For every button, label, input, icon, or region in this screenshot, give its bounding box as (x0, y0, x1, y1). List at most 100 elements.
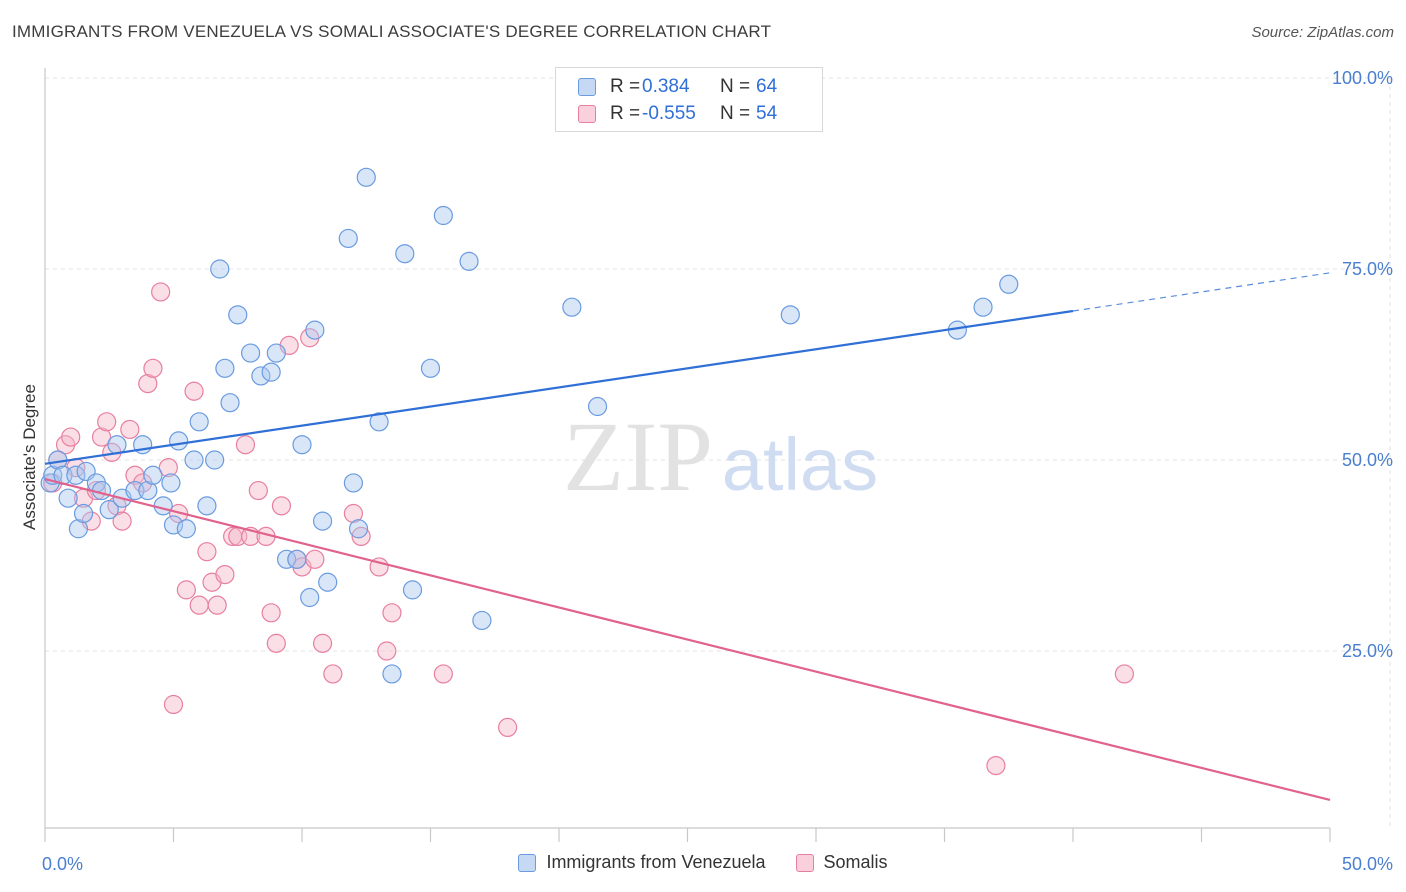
data-point (169, 431, 189, 451)
data-point (210, 259, 230, 279)
data-point (433, 205, 453, 226)
data-point (207, 595, 227, 615)
series-somalis (43, 282, 1135, 776)
data-point (348, 519, 369, 539)
x-tick-labels: 0.0% 50.0% (42, 854, 1393, 874)
legend-row-somalis: R = -0.555 N = 54 (578, 101, 777, 127)
data-point (251, 366, 271, 386)
legend-r-value: -0.555 (642, 103, 696, 124)
series-venezuela (40, 167, 1019, 684)
data-point (276, 549, 297, 569)
legend-r-label: R = (610, 76, 641, 97)
legend-label-venezuela: Immigrants from Venezuela (546, 852, 766, 872)
data-point (1114, 664, 1135, 684)
data-point (220, 393, 240, 413)
legend-item-somalis: Somalis (795, 852, 888, 873)
data-point (312, 511, 333, 531)
data-point (248, 480, 268, 501)
data-point (158, 458, 178, 478)
data-point (343, 473, 363, 493)
data-point (459, 251, 479, 271)
trend-line-venezuela-extension (1072, 272, 1331, 312)
data-point (143, 358, 163, 378)
data-point (305, 320, 325, 340)
data-point (271, 496, 292, 516)
data-point (107, 435, 127, 455)
data-point (189, 595, 209, 615)
correlation-legend: R = 0.384 N = 64 R = -0.555 N = 54 (555, 67, 823, 132)
legend-row-venezuela: R = 0.384 N = 64 (578, 74, 777, 100)
data-point (562, 297, 582, 317)
data-point (91, 427, 112, 447)
data-point (197, 542, 217, 562)
y-tick-labels: 100.0% 75.0% 50.0% 25.0% (1332, 68, 1393, 661)
data-point (780, 305, 800, 325)
data-point (369, 412, 389, 432)
data-point (161, 473, 181, 493)
data-point (138, 374, 158, 394)
data-point (973, 297, 993, 317)
legend-swatch-pink (578, 105, 596, 123)
data-point (58, 488, 78, 508)
data-point (266, 343, 286, 363)
data-point (163, 515, 184, 535)
data-point (184, 450, 204, 470)
data-point (587, 396, 608, 417)
data-point (343, 503, 363, 524)
data-point (323, 664, 343, 684)
data-point (261, 603, 281, 623)
data-point (176, 519, 196, 539)
data-point (402, 580, 423, 600)
legend-label-somalis: Somalis (823, 852, 888, 872)
legend-n-label: N = (720, 103, 751, 124)
y-axis-label: Associate's Degree (20, 384, 39, 530)
legend-n-value: 54 (756, 103, 778, 124)
data-point (420, 358, 441, 378)
trend-line-somalis (44, 478, 1331, 802)
data-point (338, 228, 358, 249)
data-point (433, 664, 453, 684)
data-point (228, 305, 248, 325)
data-point (184, 381, 204, 401)
data-point (287, 549, 307, 569)
legend-r-label: R = (610, 103, 641, 124)
data-point (215, 358, 235, 378)
data-point (61, 427, 81, 447)
data-point (112, 511, 132, 531)
watermark-atlas: atlas (722, 423, 878, 506)
trend-line-venezuela (44, 309, 1074, 465)
data-point (382, 603, 402, 623)
data-point (68, 519, 89, 539)
data-point (151, 282, 171, 302)
chart-title: IMMIGRANTS FROM VENEZUELA VS SOMALI ASSO… (12, 22, 772, 41)
data-point (189, 412, 209, 432)
y-tick-label: 25.0% (1342, 641, 1393, 661)
y-tick-label: 100.0% (1332, 68, 1393, 88)
data-point (138, 480, 158, 501)
legend-n-value: 64 (756, 76, 778, 97)
data-point (292, 435, 312, 455)
data-point (498, 717, 518, 738)
data-point (395, 244, 415, 264)
data-point (163, 694, 184, 715)
data-point (986, 755, 1006, 776)
data-point (241, 343, 261, 363)
series-legend: Immigrants from Venezuela Somalis (0, 852, 1406, 873)
data-point (66, 465, 86, 485)
y-tick-label: 75.0% (1342, 259, 1393, 279)
data-point (99, 500, 119, 520)
legend-swatch-blue (578, 78, 596, 96)
data-point (205, 450, 225, 470)
x-tick-label: 50.0% (1342, 854, 1393, 874)
legend-swatch-pink (795, 853, 814, 872)
data-point (153, 496, 173, 516)
watermark: ZIP atlas (563, 401, 878, 512)
data-point (351, 526, 371, 547)
legend-swatch-blue (518, 853, 537, 872)
data-point (261, 362, 281, 382)
data-point (97, 412, 117, 432)
data-point (73, 503, 94, 524)
data-point (318, 572, 338, 592)
axes (44, 68, 1331, 842)
